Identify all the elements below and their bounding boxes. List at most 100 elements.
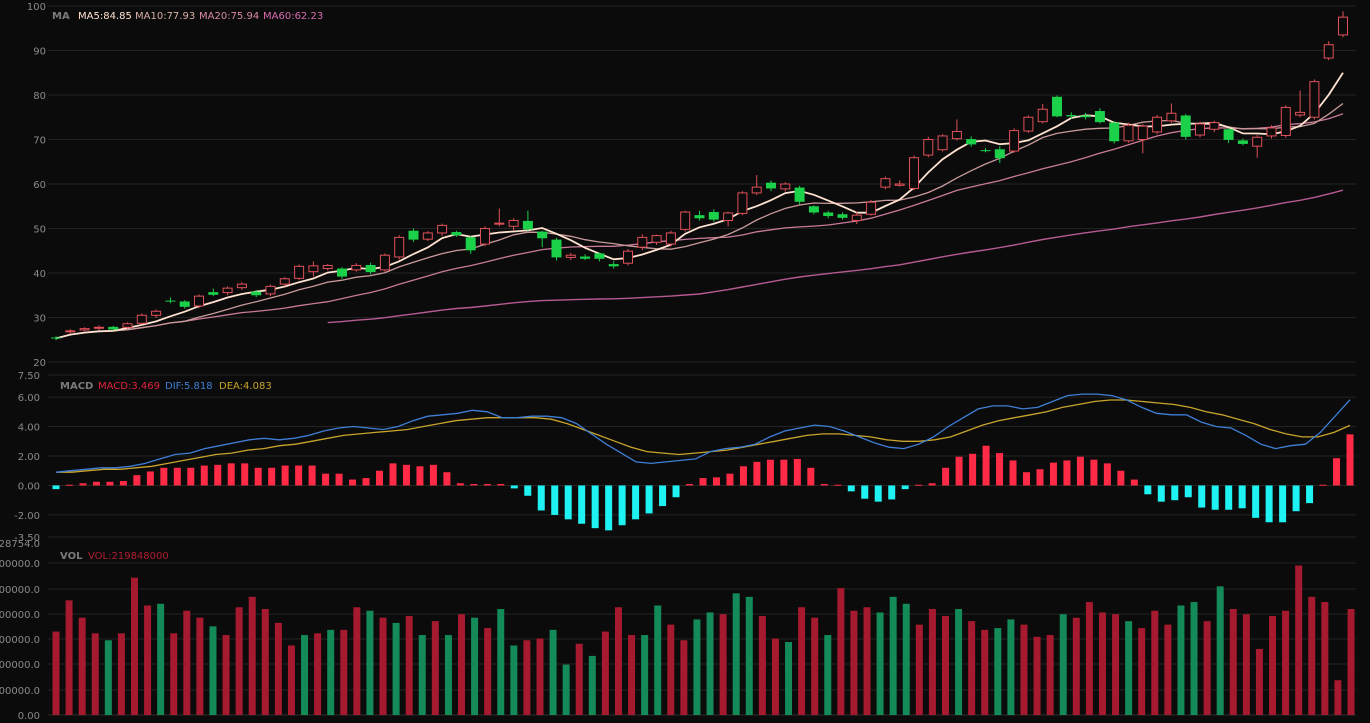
candle-body-up <box>222 287 233 294</box>
candle-body-down <box>337 268 347 277</box>
macd-bar <box>955 456 963 486</box>
macd-bar <box>578 485 586 524</box>
macd-bar <box>1346 434 1354 486</box>
candle-body-down <box>708 212 719 220</box>
macd-bar <box>227 463 235 486</box>
volume-y-axis: 528754.0 0000000.0 0000000.0 0000000.0 00000… <box>0 539 40 722</box>
macd-bar <box>686 483 694 486</box>
macd-bar <box>1184 485 1192 498</box>
candle-body-down <box>179 301 190 307</box>
macd-bar <box>389 463 397 486</box>
macd-y-axis: 7.50 6.00 4.00 2.00 0.00 -2.00 -3.50 <box>14 371 40 544</box>
candle-body-up <box>780 183 791 190</box>
macd-tick-label: 7.50 <box>18 371 40 382</box>
volume-bar <box>170 633 178 715</box>
macd-bar <box>295 465 303 486</box>
candlestick <box>1266 125 1277 139</box>
macd-bar <box>632 485 640 520</box>
candlestick <box>594 252 605 262</box>
candlestick <box>151 309 162 318</box>
candlestick <box>122 322 133 329</box>
volume-tick-label: 0.00 <box>18 711 40 722</box>
candle-body-up <box>909 157 919 189</box>
macd-bar <box>1333 458 1341 486</box>
candlestick <box>794 185 805 205</box>
volume-bar <box>52 631 60 715</box>
volume-bar <box>497 608 505 715</box>
candlestick <box>236 282 247 290</box>
volume-bar <box>549 629 557 715</box>
candlestick <box>422 231 433 241</box>
candle-body-down <box>1237 140 1248 144</box>
candlestick <box>108 325 119 331</box>
macd-bar <box>443 472 451 486</box>
macd-bar <box>537 485 545 511</box>
candlestick <box>1223 127 1234 144</box>
macd-bar <box>214 464 222 486</box>
macd-bar <box>322 473 330 486</box>
candle-body-up <box>1252 136 1263 147</box>
macd-bar <box>874 485 882 502</box>
candlestick <box>1052 95 1062 118</box>
candlestick <box>880 176 891 190</box>
candlestick <box>251 289 262 298</box>
ma10-legend-value: MA10:77.93 <box>135 11 195 22</box>
volume-bar <box>614 607 622 715</box>
macd-bar <box>308 465 316 486</box>
candlestick <box>1338 11 1348 38</box>
candlestick <box>480 226 490 247</box>
macd-bar <box>1198 485 1206 508</box>
candlestick <box>465 236 476 254</box>
candlestick <box>365 262 376 275</box>
volume-bar <box>798 607 806 715</box>
macd-bar <box>834 484 842 486</box>
volume-bar <box>1255 648 1263 715</box>
volume-bar <box>941 615 949 715</box>
macd-tick-label: -3.50 <box>14 533 40 544</box>
volume-bar <box>104 640 112 715</box>
macd-histogram <box>52 434 1354 531</box>
candlestick <box>980 147 991 153</box>
volume-bar <box>209 626 217 715</box>
ma20-line <box>55 113 1344 340</box>
candle-body-down <box>51 337 61 339</box>
macd-bar <box>753 461 761 486</box>
macd-bar <box>1090 459 1098 486</box>
candle-body-up <box>894 183 905 186</box>
macd-bar <box>928 483 936 486</box>
macd-bar <box>376 470 383 486</box>
candlestick <box>136 313 147 325</box>
macd-bar <box>470 483 478 486</box>
price-tick-label: 90 <box>33 47 46 58</box>
candlestick <box>894 180 905 187</box>
volume-bar <box>1125 621 1133 715</box>
volume-bar <box>785 642 793 715</box>
candle-body-down <box>966 139 977 145</box>
candlestick <box>351 263 362 272</box>
candle-body-down <box>165 300 176 302</box>
candle-body-up <box>723 212 734 221</box>
candle-body-up <box>151 310 162 316</box>
candlestick <box>1009 128 1020 153</box>
volume-bar <box>1020 624 1028 715</box>
macd-bar <box>1279 485 1287 523</box>
macd-bar <box>483 483 491 486</box>
volume-bar <box>274 622 282 715</box>
volume-bar <box>196 617 204 715</box>
volume-tick-label: 528754.0 <box>0 539 40 550</box>
ma20-legend-value: MA20:75.94 <box>199 11 259 22</box>
volume-bar <box>301 635 309 715</box>
volume-bar <box>157 603 165 715</box>
volume-bar <box>1033 636 1041 715</box>
candlestick <box>508 218 519 231</box>
candle-body-up <box>1123 124 1134 142</box>
volume-tick-label: 0000000.0 <box>0 635 40 646</box>
volume-bar <box>418 635 426 715</box>
volume-bar <box>771 638 779 715</box>
ma60-line <box>327 189 1344 324</box>
candlestick <box>1109 121 1120 144</box>
candle-body-up <box>1338 16 1348 36</box>
macd-bar <box>1117 470 1125 486</box>
candlestick <box>1209 120 1220 132</box>
macd-bar <box>766 459 774 486</box>
